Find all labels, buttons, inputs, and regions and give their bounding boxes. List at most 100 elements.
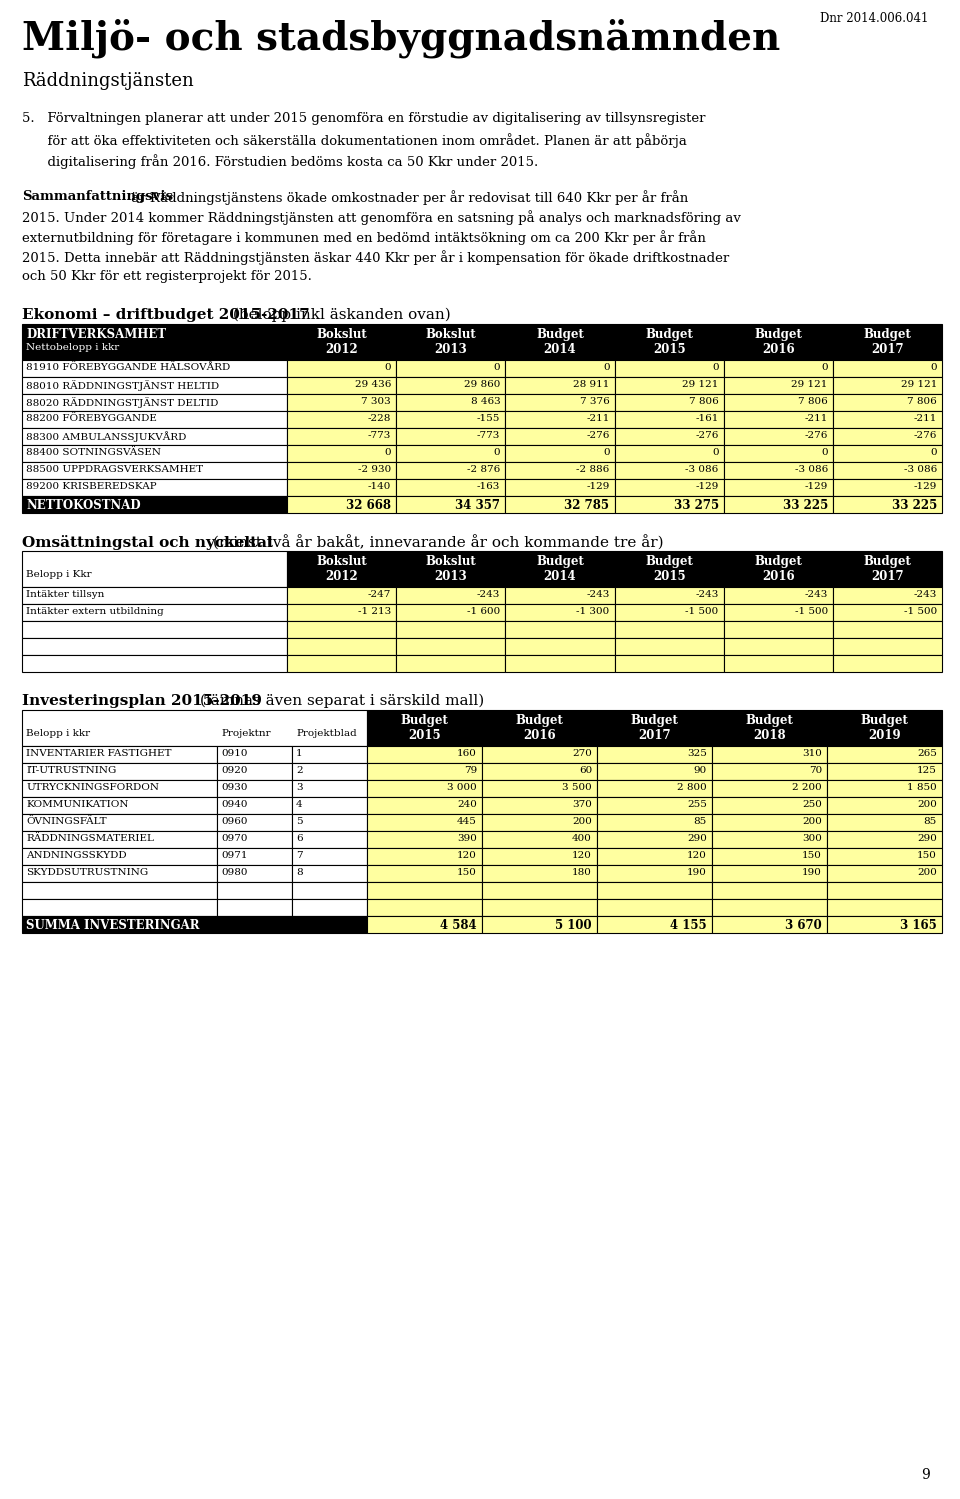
Text: 370: 370 — [572, 800, 592, 809]
Bar — [287, 445, 396, 462]
Bar — [505, 639, 614, 655]
Bar — [22, 429, 287, 445]
Bar — [712, 814, 827, 830]
Text: 2014: 2014 — [543, 343, 576, 355]
Bar — [505, 588, 614, 604]
Bar — [292, 848, 367, 865]
Text: 200: 200 — [803, 817, 822, 826]
Bar — [724, 378, 833, 394]
Text: 0960: 0960 — [221, 817, 248, 826]
Bar — [287, 655, 396, 672]
Bar — [724, 429, 833, 445]
Text: 2 800: 2 800 — [677, 782, 707, 791]
Text: -276: -276 — [587, 432, 610, 441]
Bar — [292, 779, 367, 797]
Bar — [614, 604, 724, 621]
Text: 445: 445 — [457, 817, 477, 826]
Bar — [367, 865, 482, 881]
Text: Bokslut: Bokslut — [425, 328, 476, 340]
Bar — [396, 378, 505, 394]
Bar — [833, 411, 942, 429]
Bar — [396, 552, 505, 588]
Text: Budget: Budget — [536, 328, 584, 340]
Text: -2 886: -2 886 — [576, 465, 610, 474]
Bar — [712, 881, 827, 899]
Text: Dnr 2014.006.041: Dnr 2014.006.041 — [820, 12, 928, 25]
Text: 8 463: 8 463 — [470, 397, 500, 406]
Bar — [712, 848, 827, 865]
Bar — [724, 360, 833, 378]
Bar — [287, 588, 396, 604]
Bar — [22, 480, 287, 496]
Text: 120: 120 — [572, 851, 592, 860]
Text: Projektblad: Projektblad — [296, 729, 357, 738]
Bar — [833, 552, 942, 588]
Bar — [712, 711, 827, 747]
Bar — [833, 621, 942, 639]
Text: Omsättningstal och nyckeltal: Omsättningstal och nyckeltal — [22, 535, 273, 550]
Text: 7 806: 7 806 — [907, 397, 937, 406]
Bar — [22, 462, 287, 480]
Text: IT-UTRUSTNING: IT-UTRUSTNING — [26, 766, 116, 775]
Text: -155: -155 — [477, 414, 500, 423]
Bar — [505, 378, 614, 394]
Bar — [482, 916, 597, 932]
Bar — [505, 480, 614, 496]
Bar — [367, 848, 482, 865]
Text: 7 303: 7 303 — [361, 397, 391, 406]
Text: Budget: Budget — [645, 555, 693, 568]
Text: -3 086: -3 086 — [795, 465, 828, 474]
Bar — [827, 779, 942, 797]
Bar — [827, 865, 942, 881]
Bar — [396, 394, 505, 411]
Bar — [482, 779, 597, 797]
Bar — [287, 552, 396, 588]
Bar — [482, 763, 597, 779]
Bar — [712, 779, 827, 797]
Text: 390: 390 — [457, 833, 477, 842]
Bar — [367, 779, 482, 797]
Text: -247: -247 — [368, 591, 391, 600]
Text: 2017: 2017 — [871, 343, 903, 355]
Text: Projektnr: Projektnr — [221, 729, 271, 738]
Bar — [724, 480, 833, 496]
Text: 7 376: 7 376 — [580, 397, 610, 406]
Bar — [22, 830, 217, 848]
Text: Nettobelopp i kkr: Nettobelopp i kkr — [26, 343, 119, 352]
Bar — [22, 588, 287, 604]
Text: Bokslut: Bokslut — [425, 555, 476, 568]
Bar — [396, 588, 505, 604]
Bar — [597, 916, 712, 932]
Text: 29 121: 29 121 — [900, 381, 937, 390]
Bar — [22, 360, 287, 378]
Bar — [827, 814, 942, 830]
Bar — [367, 797, 482, 814]
Text: 7: 7 — [296, 851, 302, 860]
Bar — [724, 445, 833, 462]
Text: 90: 90 — [694, 766, 707, 775]
Bar — [217, 779, 292, 797]
Bar — [287, 411, 396, 429]
Text: Bokslut: Bokslut — [316, 328, 367, 340]
Text: 270: 270 — [572, 750, 592, 758]
Bar — [482, 797, 597, 814]
Text: 88300 AMBULANSSJUKVÅRD: 88300 AMBULANSSJUKVÅRD — [26, 432, 186, 442]
Text: 2012: 2012 — [325, 343, 358, 355]
Text: 7 806: 7 806 — [689, 397, 719, 406]
Text: 0971: 0971 — [221, 851, 248, 860]
Bar — [217, 848, 292, 865]
Bar — [287, 621, 396, 639]
Text: -129: -129 — [914, 483, 937, 492]
Text: 3: 3 — [296, 782, 302, 791]
Text: -773: -773 — [477, 432, 500, 441]
Text: -1 213: -1 213 — [358, 607, 391, 616]
Bar — [614, 360, 724, 378]
Bar — [367, 881, 482, 899]
Text: -276: -276 — [914, 432, 937, 441]
Bar — [22, 814, 217, 830]
Text: 400: 400 — [572, 833, 592, 842]
Bar — [217, 747, 292, 763]
Bar — [22, 779, 217, 797]
Text: 2015: 2015 — [408, 729, 441, 742]
Text: 60: 60 — [579, 766, 592, 775]
